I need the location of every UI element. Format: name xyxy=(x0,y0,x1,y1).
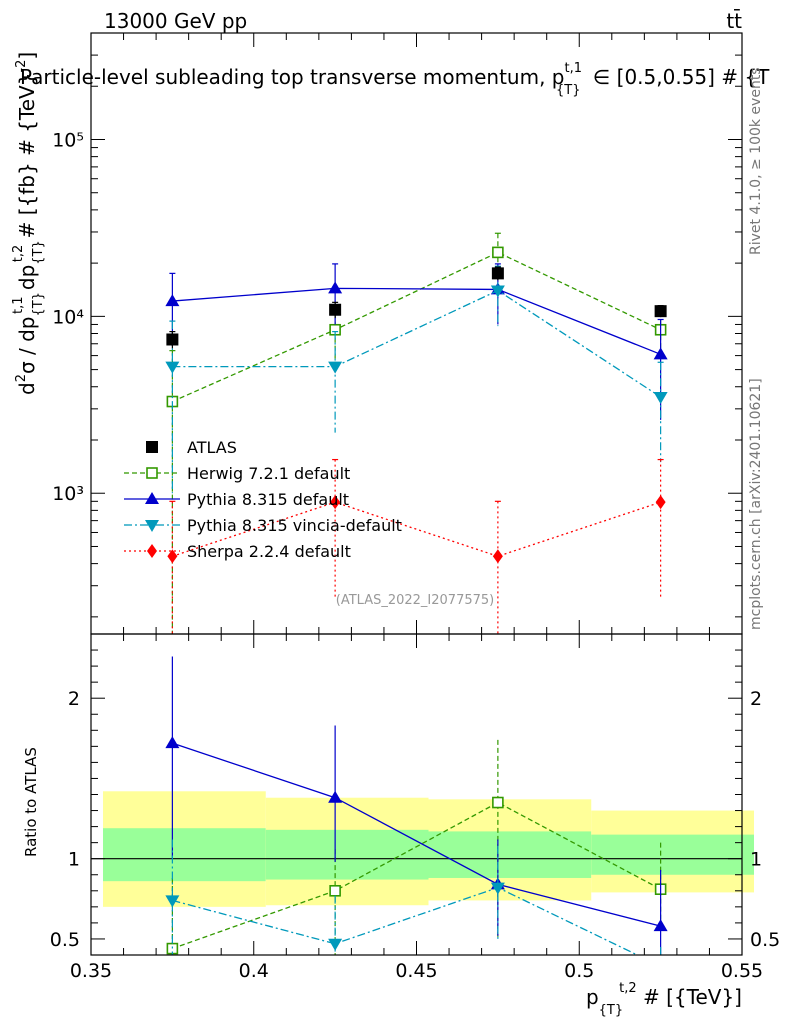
ratio-point xyxy=(165,895,180,908)
title-sub: {T} xyxy=(556,83,580,98)
legend-item: Herwig 7.2.1 default xyxy=(124,464,350,483)
series-herwig-7-2-1-default xyxy=(166,232,667,634)
legend-label: Pythia 8.315 vincia-default xyxy=(187,516,402,535)
series-pythia-8-315-default xyxy=(165,263,668,420)
data-point xyxy=(492,549,503,564)
data-point xyxy=(165,294,180,307)
analysis-watermark: (ATLAS_2022_I2077575) xyxy=(336,593,494,608)
ratio-point xyxy=(492,796,504,809)
data-point xyxy=(655,495,666,510)
process-label: tt̄ xyxy=(726,8,742,33)
legend-marker xyxy=(147,544,157,558)
series-pythia-8-315-vincia-default xyxy=(165,265,668,494)
title-tail: ∈ [0.5,0.55] # {T xyxy=(587,65,771,89)
ratio-tick-label-left: 1 xyxy=(68,849,80,871)
legend-marker xyxy=(145,520,159,532)
legend-item: Pythia 8.315 vincia-default xyxy=(124,516,402,535)
mcplots-label: mcplots.cern.ch [arXiv:2401.10621] xyxy=(748,378,764,630)
ratio-point xyxy=(653,919,668,932)
ratio-point xyxy=(490,882,505,895)
data-point xyxy=(167,549,178,564)
chart-title: Particle-level subleading top transverse… xyxy=(20,61,770,98)
ratio-line xyxy=(172,742,661,927)
series-line xyxy=(172,251,661,403)
legend-marker xyxy=(145,492,159,504)
legend-item: Pythia 8.315 default xyxy=(124,490,349,509)
ratio-band-stat xyxy=(265,829,429,880)
series-line xyxy=(172,287,661,355)
x-axis-label: p{T}t,2 # [{TeV}] xyxy=(586,981,742,1018)
ratio-point xyxy=(328,938,343,951)
ratio-tick-label-right: 1 xyxy=(750,849,762,871)
ratio-tick-label-right: 2 xyxy=(750,688,762,710)
x-tick-label: 0.45 xyxy=(395,960,437,982)
ratio-line xyxy=(172,886,639,955)
legend-marker xyxy=(146,441,158,453)
data-point xyxy=(492,246,504,259)
series-sherpa-2-2-4-default xyxy=(167,458,666,634)
ratio-line xyxy=(172,801,661,950)
y-axis-label: d2σ / dp{T}t,1 dp{T}t,2 # [{fb} # {TeV}-… xyxy=(11,52,46,395)
ratio-series-pythia-8-315-default xyxy=(165,656,668,955)
data-point xyxy=(653,347,668,360)
ratio-tick-label-right: 0.5 xyxy=(750,929,780,951)
y-tick-label: 10⁴ xyxy=(52,306,84,328)
data-point xyxy=(653,392,668,405)
legend-label: ATLAS xyxy=(187,438,237,457)
legend: ATLAS Herwig 7.2.1 default Pythia 8.315 de… xyxy=(124,438,402,561)
x-tick-label: 0.4 xyxy=(239,960,269,982)
data-point xyxy=(165,361,180,374)
legend-marker xyxy=(146,467,158,479)
legend-label: Pythia 8.315 default xyxy=(187,490,349,509)
y-tick-label: 10⁵ xyxy=(52,129,84,151)
data-point xyxy=(654,305,667,318)
x-tick-label: 0.55 xyxy=(721,960,763,982)
data-point xyxy=(491,267,504,280)
series-line xyxy=(172,289,661,398)
y-tick-label: 10³ xyxy=(52,483,84,505)
ratio-point xyxy=(328,790,343,803)
ratio-band-stat xyxy=(428,831,592,878)
ratio-point xyxy=(329,884,341,897)
ratio-band-stat xyxy=(103,828,266,882)
ratio-series-pythia-8-315-vincia-default xyxy=(165,839,662,955)
ratio-uncertainty-bands xyxy=(103,791,754,907)
data-point xyxy=(328,281,343,294)
legend-label: Herwig 7.2.1 default xyxy=(187,464,350,483)
ratio-tick-label-left: 0.5 xyxy=(50,929,80,951)
ratio-band-stat xyxy=(591,834,754,875)
series-atlas xyxy=(166,266,667,349)
data-point xyxy=(330,495,341,510)
x-tick-label: 0.35 xyxy=(70,960,112,982)
legend-item: ATLAS xyxy=(146,438,237,457)
data-point xyxy=(328,361,343,374)
title-main: Particle-level subleading top transverse… xyxy=(20,65,565,89)
series-line xyxy=(172,501,661,557)
energy-label: 13000 GeV pp xyxy=(104,9,247,33)
main-series-layer xyxy=(165,232,668,634)
x-tick-label: 0.5 xyxy=(564,960,594,982)
ratio-y-axis-label: Ratio to ATLAS xyxy=(22,747,40,857)
data-point xyxy=(490,285,505,298)
rivet-version-label: Rivet 4.1.0, ≥ 100k events xyxy=(748,67,764,255)
ratio-tick-label-left: 2 xyxy=(68,688,80,710)
data-point xyxy=(166,333,179,346)
title-sup: t,1 xyxy=(565,61,583,76)
axes-layer: 0.35 0.4 0.45 0.5 0.55 10³ 10⁴ 10⁵ 0.5 0.5 1 1 2 2 xyxy=(50,32,780,982)
legend-item: Sherpa 2.2.4 default xyxy=(124,542,351,561)
ratio-point xyxy=(165,736,180,749)
legend-label: Sherpa 2.2.4 default xyxy=(187,542,351,561)
ratio-series-layer xyxy=(165,656,668,955)
data-point xyxy=(329,303,342,316)
